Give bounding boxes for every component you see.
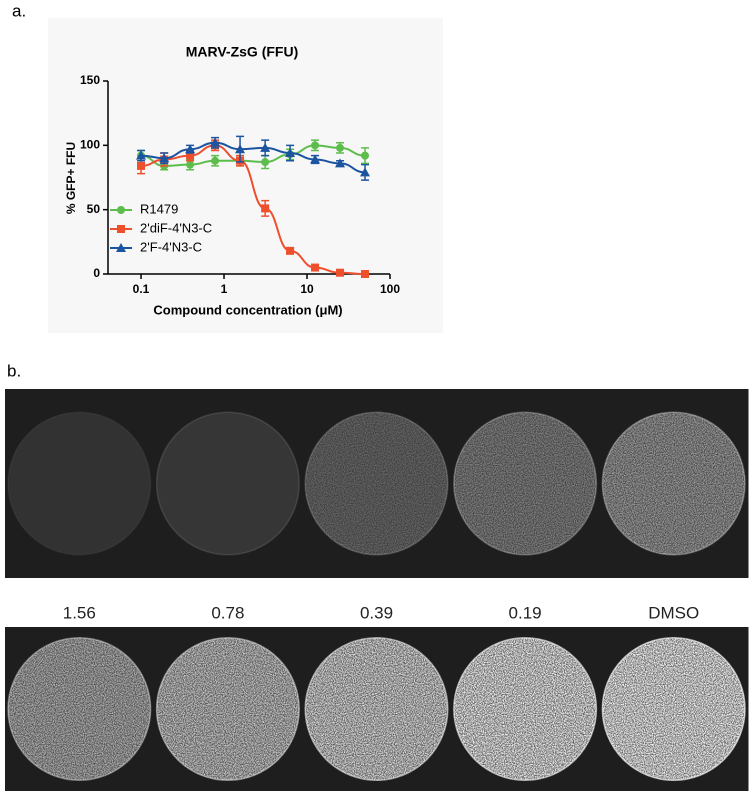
legend-label: 2'F-4'N3-C xyxy=(140,239,202,254)
marker xyxy=(260,142,271,152)
well-texture xyxy=(156,637,300,781)
fit-line xyxy=(140,144,366,167)
marker xyxy=(136,150,147,160)
well-label: DMSO xyxy=(648,603,699,622)
marker xyxy=(311,141,320,150)
y-tick-label: 150 xyxy=(80,73,100,87)
marker xyxy=(261,204,270,213)
well-label: 1.56 xyxy=(63,603,96,622)
well-label: 0.78 xyxy=(211,603,244,622)
well-texture xyxy=(305,412,448,555)
marker xyxy=(261,158,270,167)
well-texture xyxy=(602,637,745,781)
marker xyxy=(311,263,320,272)
y-tick-label: 50 xyxy=(87,202,101,216)
chart-background xyxy=(48,18,443,333)
well-texture xyxy=(453,637,597,781)
fit-line xyxy=(141,141,366,174)
well xyxy=(7,411,152,556)
legend-label: 2'diF-4'N3-C xyxy=(140,220,212,235)
marker xyxy=(210,137,221,147)
marker xyxy=(336,143,345,152)
marker xyxy=(285,148,296,158)
marker xyxy=(186,160,195,169)
legend-marker xyxy=(116,243,126,252)
well-texture xyxy=(602,412,745,555)
chart-title: MARV-ZsG (FFU) xyxy=(186,44,299,60)
y-axis-label: % GFP+ FFU xyxy=(64,142,78,214)
marker xyxy=(185,144,196,154)
well-label: 0.19 xyxy=(509,603,542,622)
well-texture xyxy=(305,637,448,781)
marker xyxy=(361,151,370,160)
well-texture xyxy=(453,412,597,555)
marker xyxy=(186,151,195,160)
legend-label: R1479 xyxy=(140,201,178,216)
y-tick-label: 100 xyxy=(80,138,100,152)
fit-line xyxy=(140,144,366,275)
marker xyxy=(211,156,220,165)
panel-label: b. xyxy=(7,361,21,380)
x-tick-label: 100 xyxy=(380,282,400,296)
well-label: 0.39 xyxy=(360,603,393,622)
x-tick-label: 10 xyxy=(300,282,314,296)
marker xyxy=(310,154,321,164)
marker xyxy=(336,268,345,277)
legend-marker xyxy=(117,225,125,233)
panel-label: a. xyxy=(12,1,26,20)
well xyxy=(155,411,300,556)
marker xyxy=(360,167,371,177)
marker xyxy=(159,153,170,163)
marker xyxy=(361,270,370,278)
y-tick-label: 0 xyxy=(93,266,100,280)
x-tick-label: 1 xyxy=(221,282,228,296)
legend-marker xyxy=(117,206,125,214)
well-texture xyxy=(8,637,151,781)
marker xyxy=(286,246,295,255)
x-axis-label: Compound concentration (μM) xyxy=(153,302,342,317)
marker xyxy=(137,161,146,170)
marker xyxy=(235,144,246,154)
x-tick-label: 0.1 xyxy=(133,282,150,296)
marker xyxy=(335,158,346,168)
